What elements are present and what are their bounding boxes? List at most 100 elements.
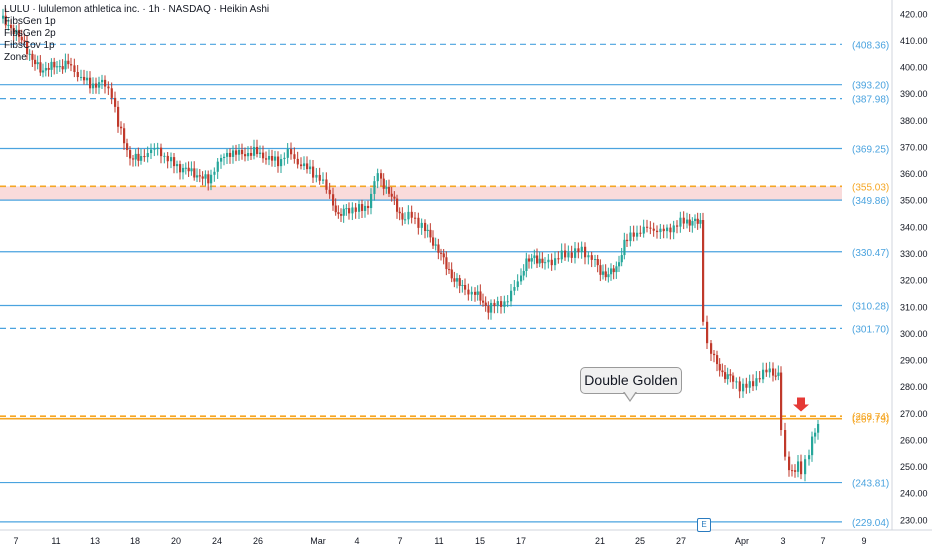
candle-body — [173, 157, 176, 167]
candle-body — [437, 244, 440, 253]
candle-body — [380, 173, 383, 179]
candle-body — [522, 270, 525, 276]
candle-body — [602, 271, 605, 275]
candle-body — [626, 239, 629, 242]
candle-body — [432, 237, 435, 246]
candle-body — [265, 158, 268, 160]
symbol-title[interactable]: LULU · lululemon athletica inc. · 1h · N… — [4, 4, 270, 15]
candle-body — [442, 253, 445, 258]
candle-body — [520, 275, 523, 282]
candle-body — [334, 205, 337, 213]
candle-body — [70, 64, 73, 66]
candle-body — [160, 147, 163, 157]
y-tick-label: 250.00 — [900, 462, 928, 472]
candle-body — [83, 76, 86, 81]
candle-body — [530, 258, 533, 262]
y-tick-label: 420.00 — [900, 9, 928, 19]
candle-body — [560, 250, 563, 260]
candle-body — [713, 353, 716, 356]
candle-body — [453, 278, 456, 282]
candle-body — [163, 155, 166, 157]
candle-body — [618, 262, 621, 267]
y-tick-label: 350.00 — [900, 196, 928, 206]
candle-body — [797, 461, 800, 472]
candle-body — [332, 194, 335, 206]
candle-body — [445, 257, 448, 270]
indicator-fibsgen-1p[interactable]: FibsGen 1p — [4, 16, 56, 27]
candle-body — [467, 289, 470, 295]
sell-arrow-icon — [793, 397, 809, 412]
candle-body — [686, 219, 689, 224]
candle-body — [370, 193, 373, 209]
candle-body — [348, 208, 351, 214]
candle-body — [67, 60, 70, 65]
candle-body — [2, 15, 5, 19]
earnings-marker[interactable]: E — [697, 518, 711, 532]
candle-body — [238, 149, 241, 155]
candle-body — [98, 82, 101, 88]
candle-body — [758, 378, 761, 380]
candle-body — [594, 259, 597, 261]
candle-body — [382, 178, 385, 189]
y-tick-label: 290.00 — [900, 356, 928, 366]
candle-body — [286, 149, 289, 158]
candle-body — [500, 301, 503, 307]
candle-body — [544, 262, 547, 264]
candle-body — [376, 173, 379, 182]
indicator-fibsgen-2p[interactable]: FibsGen 2p — [4, 28, 56, 39]
candle-body — [361, 204, 364, 211]
candle-body — [434, 244, 437, 246]
candle-body — [476, 291, 479, 295]
candle-body — [672, 225, 675, 233]
x-tick-label: 11 — [51, 536, 60, 546]
candle-body — [31, 53, 34, 60]
candle-body — [129, 150, 132, 159]
candle-body — [280, 159, 283, 167]
x-tick-label: 7 — [13, 536, 18, 546]
candle-body — [738, 381, 741, 392]
candle-body — [636, 232, 639, 237]
candle-body — [42, 70, 45, 73]
indicator-zone[interactable]: Zone — [4, 52, 27, 63]
candle-body — [61, 66, 64, 70]
candle-body — [104, 79, 107, 87]
candle-body — [390, 193, 393, 197]
candle-body — [718, 364, 721, 371]
candle-body — [814, 432, 817, 437]
candle-body — [554, 258, 557, 266]
x-tick-label: Mar — [310, 536, 326, 546]
y-tick-label: 340.00 — [900, 222, 928, 232]
x-tick-label: 26 — [253, 536, 263, 546]
candle-body — [407, 211, 410, 220]
candle-body — [503, 301, 506, 307]
candle-body — [580, 246, 583, 253]
candle-body — [464, 285, 467, 290]
candle-body — [493, 302, 496, 307]
resistance-zone — [0, 186, 842, 201]
indicator-fibscov-1p[interactable]: FibsCov 1p — [4, 40, 55, 51]
candle-body — [669, 227, 672, 233]
candle-body — [250, 153, 253, 156]
candle-body — [458, 278, 461, 286]
candle-body — [541, 258, 544, 263]
candle-body — [699, 220, 702, 224]
candle-body — [688, 219, 691, 226]
y-tick-label: 360.00 — [900, 169, 928, 179]
candle-body — [496, 301, 499, 307]
callout-pointer — [623, 391, 637, 402]
candle-body — [101, 79, 104, 83]
double-golden-callout[interactable]: Double Golden — [580, 367, 682, 394]
candle-body — [388, 186, 391, 194]
candle-body — [456, 278, 459, 282]
candle-body — [86, 77, 89, 81]
x-tick-label: 24 — [212, 536, 222, 546]
candle-body — [401, 213, 404, 220]
candle-body — [691, 221, 694, 226]
y-tick-label: 370.00 — [900, 142, 928, 152]
candle-body — [610, 268, 613, 275]
candle-body — [470, 291, 473, 295]
candle-body — [296, 158, 299, 165]
candle-body — [788, 456, 791, 471]
candle-body — [15, 29, 18, 35]
